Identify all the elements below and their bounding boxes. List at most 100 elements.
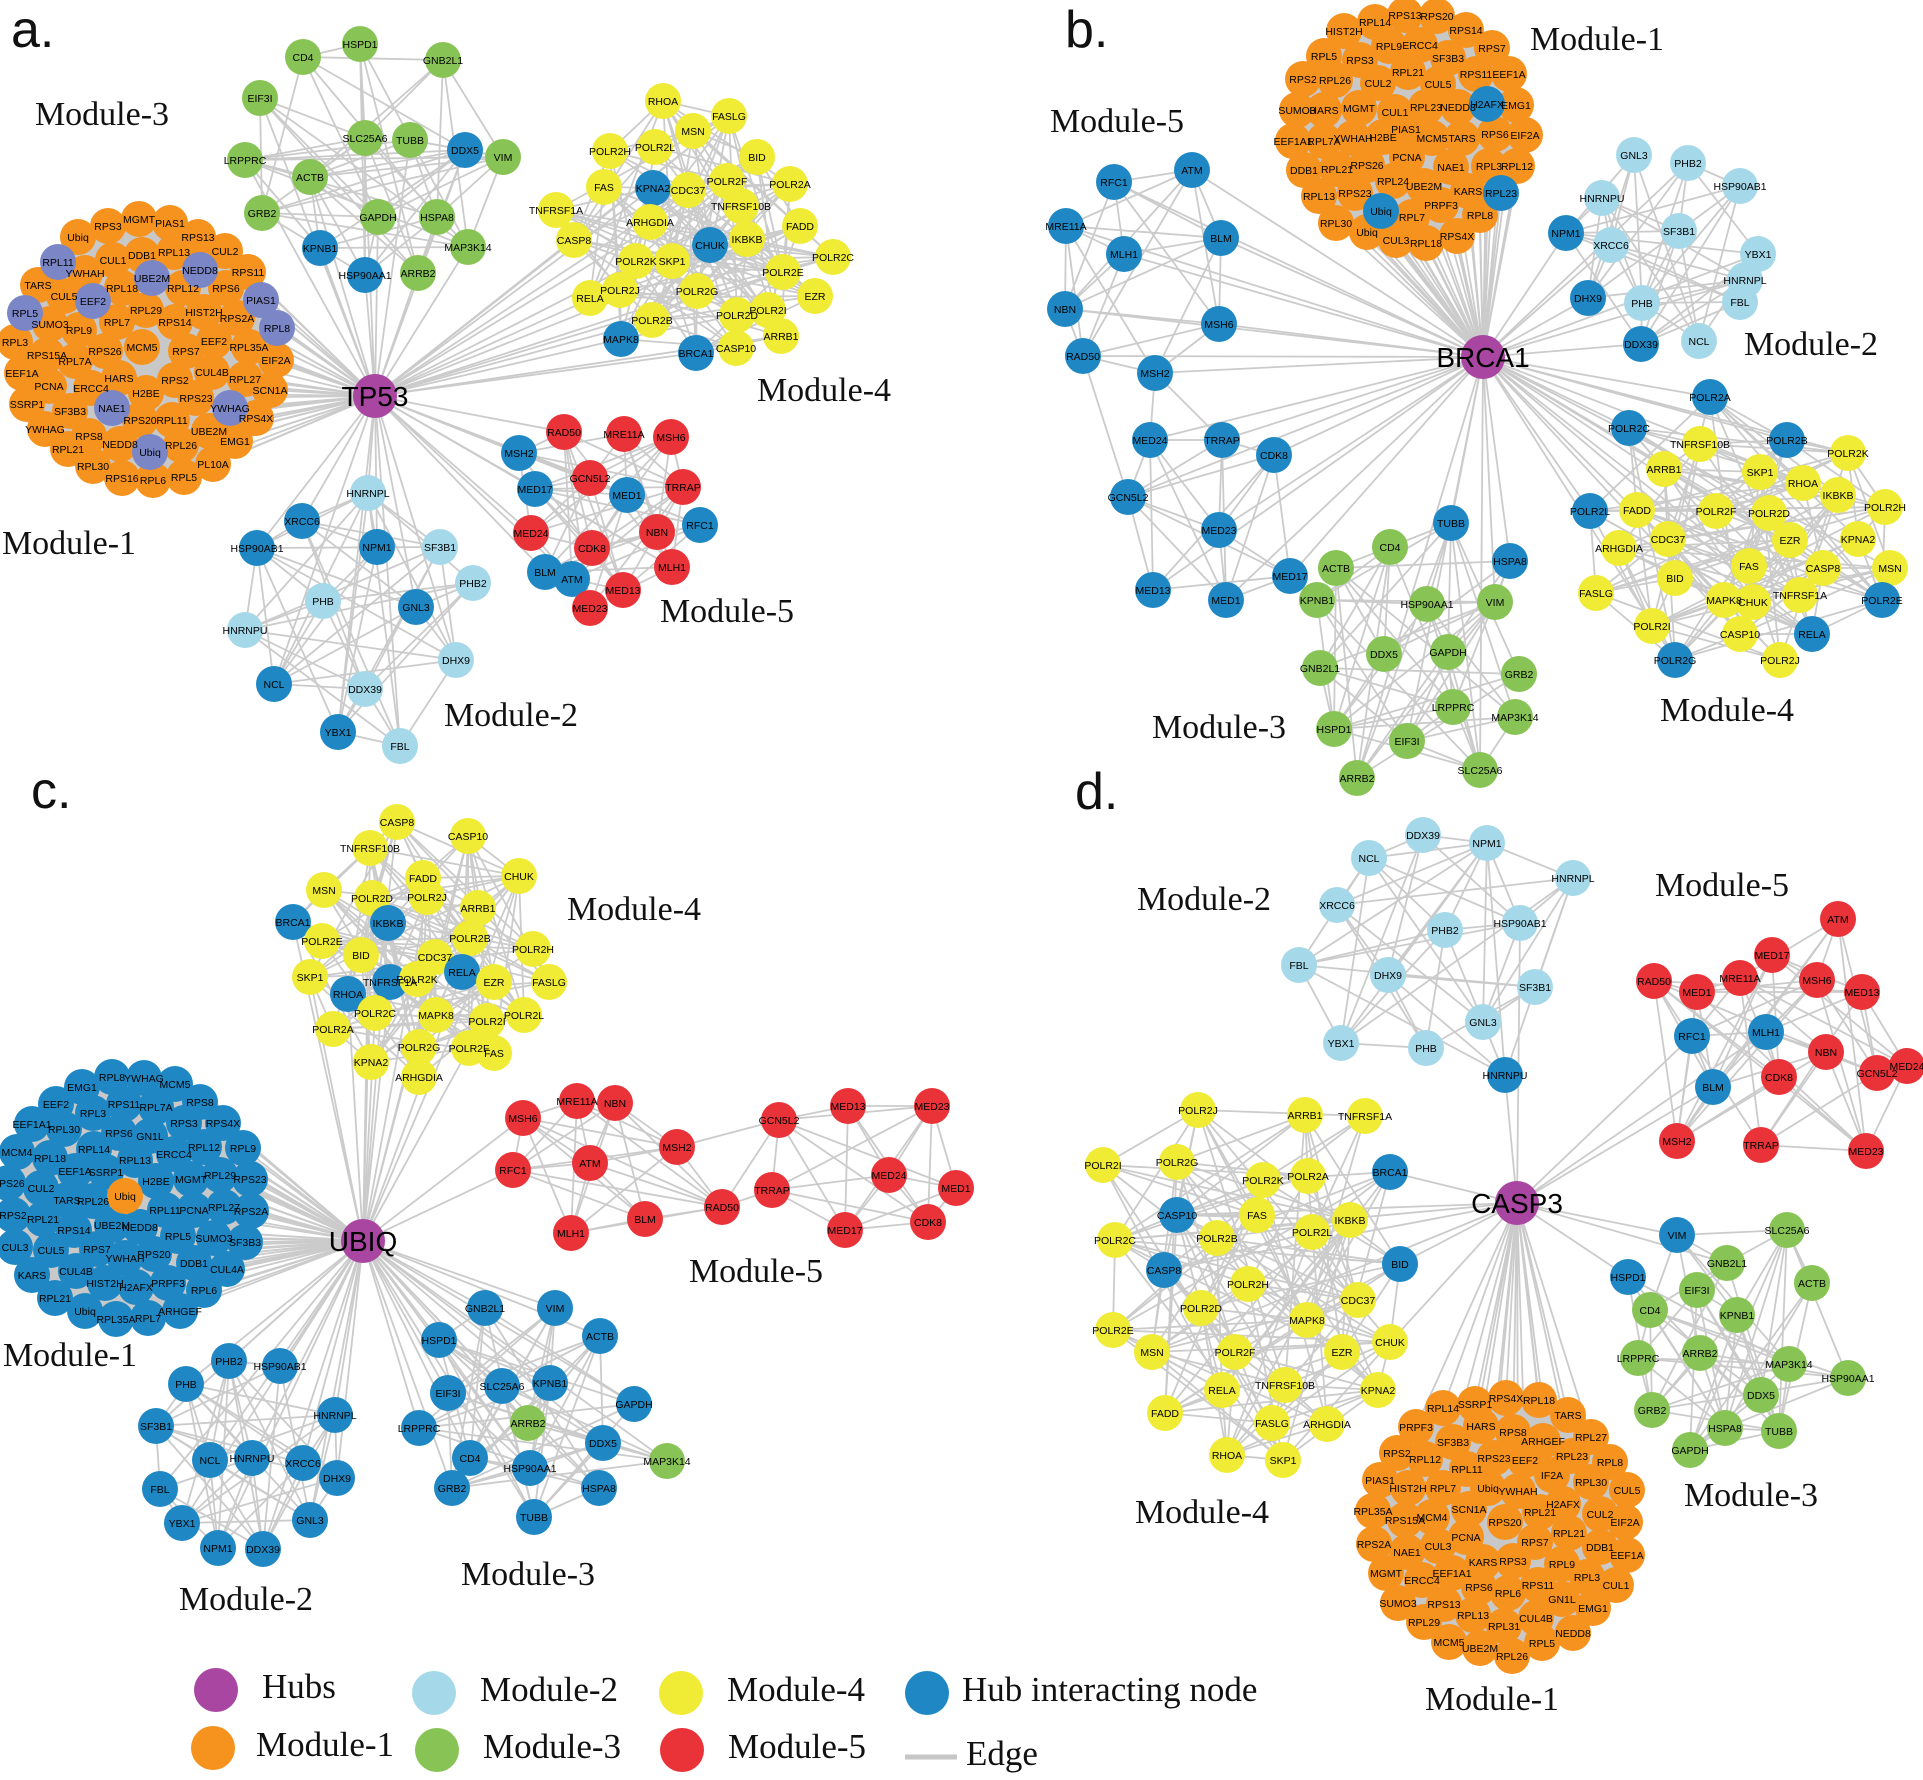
svg-text:XRCC6: XRCC6: [1319, 900, 1355, 912]
svg-text:EIF3I: EIF3I: [247, 93, 272, 105]
svg-text:RPS6: RPS6: [1481, 129, 1509, 141]
svg-text:POLR2C: POLR2C: [812, 252, 854, 264]
svg-text:SKP1: SKP1: [659, 256, 686, 268]
svg-text:POLR2G: POLR2G: [1654, 655, 1697, 667]
svg-text:Ubiq: Ubiq: [139, 447, 161, 459]
svg-text:MED13: MED13: [1844, 987, 1879, 999]
svg-text:ACTB: ACTB: [586, 1331, 614, 1343]
svg-text:Ubiq: Ubiq: [1356, 227, 1378, 239]
svg-text:SKP1: SKP1: [297, 972, 324, 984]
svg-text:Module-1: Module-1: [2, 525, 136, 562]
svg-text:CUL5: CUL5: [51, 291, 78, 303]
svg-text:FAS: FAS: [484, 1048, 504, 1060]
svg-text:RPS2: RPS2: [1289, 74, 1317, 86]
svg-text:DDX5: DDX5: [1370, 649, 1398, 661]
svg-text:MED13: MED13: [605, 585, 640, 597]
svg-text:RPL21: RPL21: [1553, 1528, 1585, 1540]
svg-text:HSP90AA1: HSP90AA1: [503, 1463, 556, 1475]
svg-text:BLM: BLM: [1702, 1082, 1724, 1094]
svg-text:H2BE: H2BE: [1369, 132, 1396, 144]
svg-text:POLR2G: POLR2G: [398, 1042, 441, 1054]
svg-text:RPS2: RPS2: [0, 1210, 27, 1222]
svg-text:RPL27: RPL27: [1575, 1432, 1607, 1444]
svg-text:MSH6: MSH6: [1204, 319, 1233, 331]
svg-text:IKBKB: IKBKB: [1335, 1215, 1366, 1227]
svg-text:POLR2D: POLR2D: [351, 893, 393, 905]
svg-text:BLM: BLM: [534, 567, 556, 579]
svg-text:Module-5: Module-5: [660, 593, 794, 630]
svg-text:EEF2: EEF2: [1512, 1455, 1538, 1467]
svg-text:RHOA: RHOA: [1788, 478, 1818, 490]
svg-text:Module-5: Module-5: [1050, 103, 1184, 140]
svg-text:RPS14: RPS14: [57, 1225, 90, 1237]
svg-text:LRPPRC: LRPPRC: [1432, 702, 1475, 714]
svg-text:RPL12: RPL12: [1409, 1454, 1441, 1466]
svg-text:GNB2L1: GNB2L1: [423, 55, 463, 67]
svg-text:NEDD8: NEDD8: [122, 1222, 158, 1234]
svg-text:POLR2H: POLR2H: [512, 944, 554, 956]
svg-text:RPL6: RPL6: [191, 1285, 217, 1297]
svg-text:c.: c.: [31, 762, 71, 820]
svg-text:d.: d.: [1075, 763, 1118, 821]
svg-text:FBL: FBL: [390, 741, 409, 753]
svg-text:HSPA8: HSPA8: [420, 212, 454, 224]
svg-text:CASP8: CASP8: [1147, 1265, 1182, 1277]
svg-text:POLR2K: POLR2K: [396, 974, 437, 986]
svg-text:MED1: MED1: [1682, 987, 1711, 999]
svg-text:POLR2E: POLR2E: [301, 936, 342, 948]
svg-text:RPL23: RPL23: [1485, 188, 1517, 200]
svg-text:PCNA: PCNA: [1392, 152, 1421, 164]
svg-text:MED23: MED23: [914, 1101, 949, 1113]
svg-text:HSPD1: HSPD1: [1610, 1272, 1645, 1284]
svg-text:IKBKB: IKBKB: [373, 918, 404, 930]
svg-text:MSH2: MSH2: [504, 448, 533, 460]
svg-text:TARS: TARS: [53, 1195, 80, 1207]
svg-text:RPS16: RPS16: [105, 473, 138, 485]
svg-text:HIST2H: HIST2H: [1389, 1483, 1426, 1495]
svg-text:ACTB: ACTB: [1798, 1278, 1826, 1290]
svg-text:KPNB1: KPNB1: [303, 243, 338, 255]
svg-text:SUMO3: SUMO3: [31, 319, 69, 331]
svg-text:DDB1: DDB1: [1290, 165, 1318, 177]
svg-text:ATM: ATM: [561, 574, 582, 586]
svg-text:TNFRSF1A: TNFRSF1A: [363, 977, 417, 989]
svg-text:Module-2: Module-2: [1744, 326, 1878, 363]
svg-text:MAPK8: MAPK8: [603, 334, 639, 346]
svg-text:Module-2: Module-2: [444, 697, 578, 734]
svg-text:VIM: VIM: [494, 152, 513, 164]
svg-text:RPL35A: RPL35A: [1353, 1506, 1392, 1518]
svg-text:TNFRSF10B: TNFRSF10B: [340, 843, 400, 855]
svg-text:NBN: NBN: [646, 527, 668, 539]
svg-text:CDK8: CDK8: [914, 1217, 942, 1229]
svg-text:POLR2F: POLR2F: [1215, 1347, 1256, 1359]
svg-text:ARHGDIA: ARHGDIA: [1595, 543, 1643, 555]
svg-text:HNRNPL: HNRNPL: [346, 488, 389, 500]
svg-text:PIAS1: PIAS1: [1391, 124, 1421, 136]
svg-text:MRE11A: MRE11A: [1045, 221, 1086, 233]
svg-text:RPS8: RPS8: [186, 1097, 214, 1109]
svg-text:MSH2: MSH2: [1140, 368, 1169, 380]
svg-text:POLR2D: POLR2D: [1748, 508, 1790, 520]
svg-text:RPL6: RPL6: [1495, 1588, 1521, 1600]
svg-text:HNRNPU: HNRNPU: [1483, 1070, 1528, 1082]
svg-text:NAE1: NAE1: [1393, 1547, 1421, 1559]
svg-text:MRE11A: MRE11A: [556, 1096, 597, 1108]
svg-text:RPS2A: RPS2A: [234, 1206, 268, 1218]
svg-text:POLR2B: POLR2B: [1766, 435, 1807, 447]
svg-text:TNFRSF1A: TNFRSF1A: [1338, 1111, 1392, 1123]
svg-text:RPL7: RPL7: [104, 317, 130, 329]
svg-text:HSP90AA1: HSP90AA1: [1400, 599, 1453, 611]
svg-text:POLR2E: POLR2E: [1861, 595, 1902, 607]
svg-text:GN1L: GN1L: [136, 1131, 164, 1143]
svg-text:CDC37: CDC37: [1341, 1295, 1376, 1307]
svg-text:RPL7A: RPL7A: [139, 1102, 172, 1114]
svg-text:RPL8: RPL8: [264, 323, 290, 335]
svg-text:RPL21: RPL21: [1321, 164, 1353, 176]
svg-text:RPL9: RPL9: [230, 1143, 256, 1155]
svg-text:GAPDH: GAPDH: [1429, 647, 1466, 659]
svg-text:TNFRSF10B: TNFRSF10B: [1255, 1380, 1315, 1392]
svg-text:Edge: Edge: [966, 1734, 1038, 1773]
svg-text:RPS13: RPS13: [1388, 10, 1421, 22]
svg-text:MSH2: MSH2: [662, 1142, 691, 1154]
svg-text:RPS14: RPS14: [158, 317, 191, 329]
